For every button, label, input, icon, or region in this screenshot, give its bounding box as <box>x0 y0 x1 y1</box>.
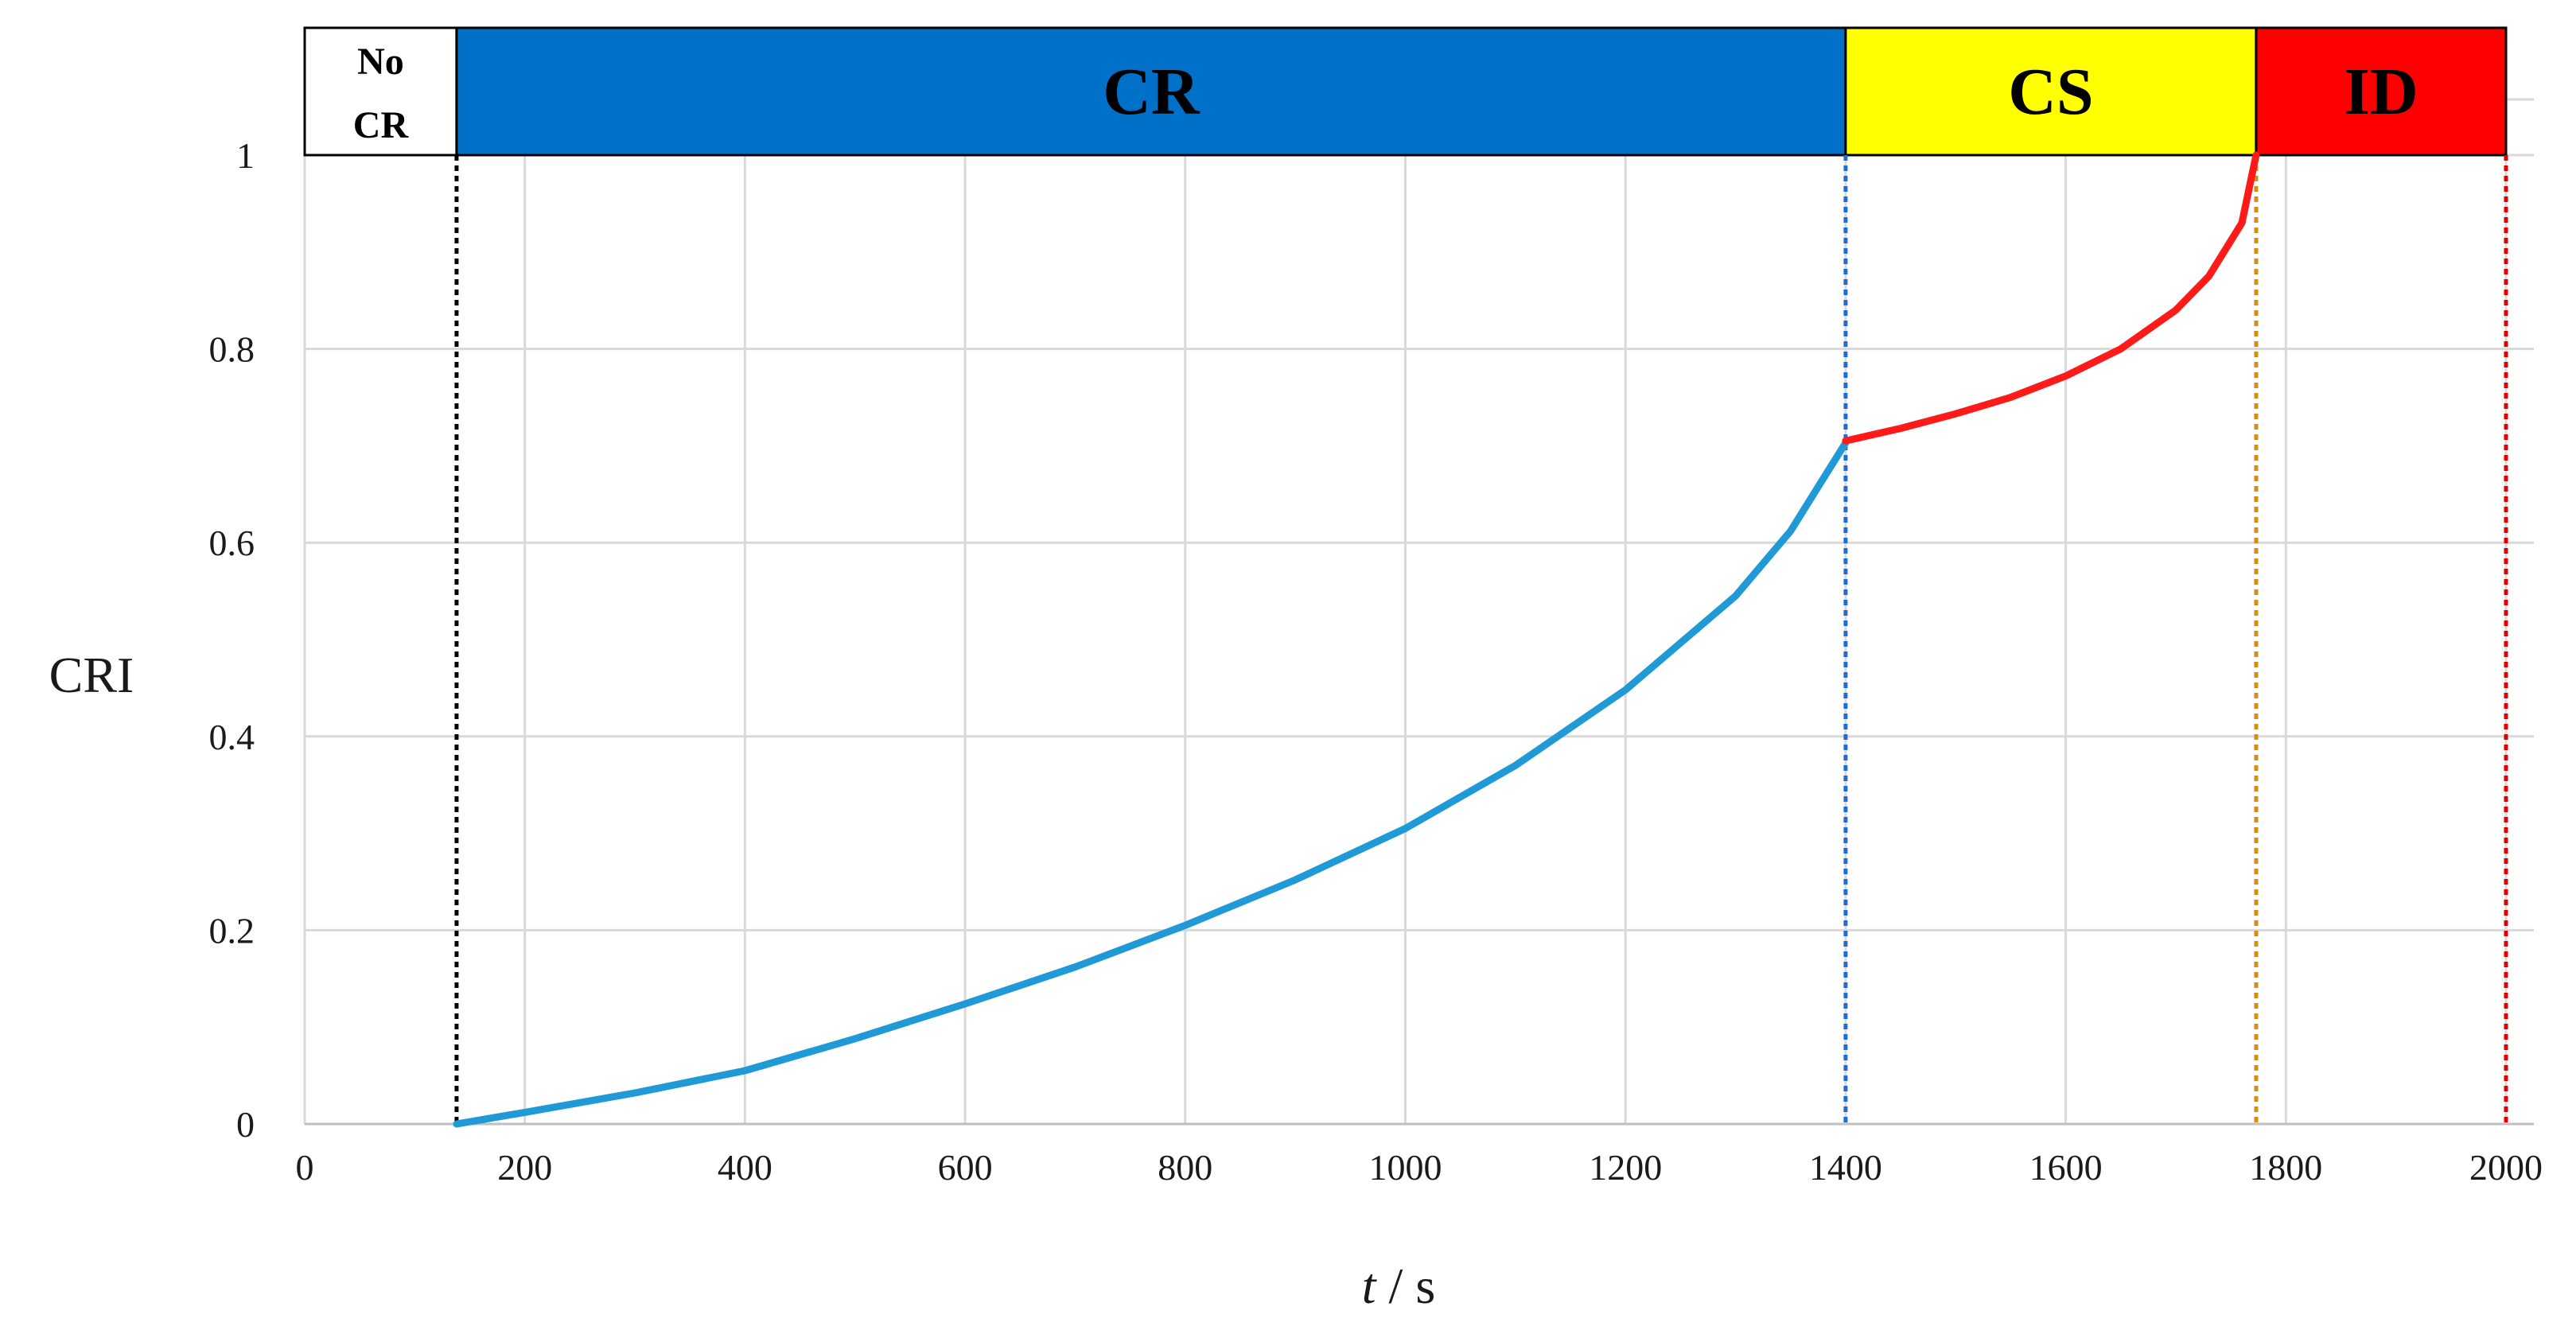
phase-band <box>455 26 1847 157</box>
x-axis-variable: t <box>1362 1258 1378 1314</box>
y-tick-label: 0.4 <box>209 717 255 757</box>
x-tick-label: 2000 <box>2469 1147 2543 1188</box>
x-tick-label: 200 <box>497 1147 552 1188</box>
phase-bands: No CR CR CS ID <box>303 26 2508 157</box>
y-tick-label: 1 <box>236 135 255 176</box>
phase-boundaries <box>454 155 2508 1124</box>
phase-label: CR <box>353 104 410 146</box>
x-tick-label: 1600 <box>2029 1147 2103 1188</box>
x-tick-label: 1400 <box>1809 1147 1882 1188</box>
y-tick-label: 0.2 <box>209 910 255 951</box>
x-tick-label: 400 <box>718 1147 772 1188</box>
phase-label: CR <box>1103 55 1200 129</box>
phase-band <box>1844 26 2258 157</box>
phase-band <box>303 26 458 157</box>
series-line <box>1842 151 2260 445</box>
x-axis-title: t / s <box>1362 1258 1435 1314</box>
x-axis-unit: / s <box>1376 1258 1436 1314</box>
y-tick-label: 0.8 <box>209 329 255 370</box>
phase-label: ID <box>2344 55 2418 129</box>
x-tick-label: 600 <box>938 1147 993 1188</box>
phase-label: No <box>357 41 404 83</box>
y-axis-title: CRI <box>49 647 134 703</box>
y-tick-label: 0.6 <box>209 523 255 563</box>
x-tick-label: 1200 <box>1589 1147 1662 1188</box>
series-line <box>453 439 1850 1128</box>
x-tick-label: 800 <box>1158 1147 1212 1188</box>
tick-labels: 0 200 400 600 800 1000 1200 1400 1600 1800 2000 0 0.… <box>209 135 2543 1188</box>
x-tick-label: 1800 <box>2249 1147 2322 1188</box>
y-tick-label: 0 <box>236 1104 255 1145</box>
phase-band <box>2255 26 2508 157</box>
x-tick-label: 0 <box>296 1147 314 1188</box>
series-lines <box>453 151 2260 1128</box>
phase-label: CS <box>2008 55 2093 129</box>
x-tick-label: 1000 <box>1369 1147 1442 1188</box>
grid <box>303 98 2534 1126</box>
